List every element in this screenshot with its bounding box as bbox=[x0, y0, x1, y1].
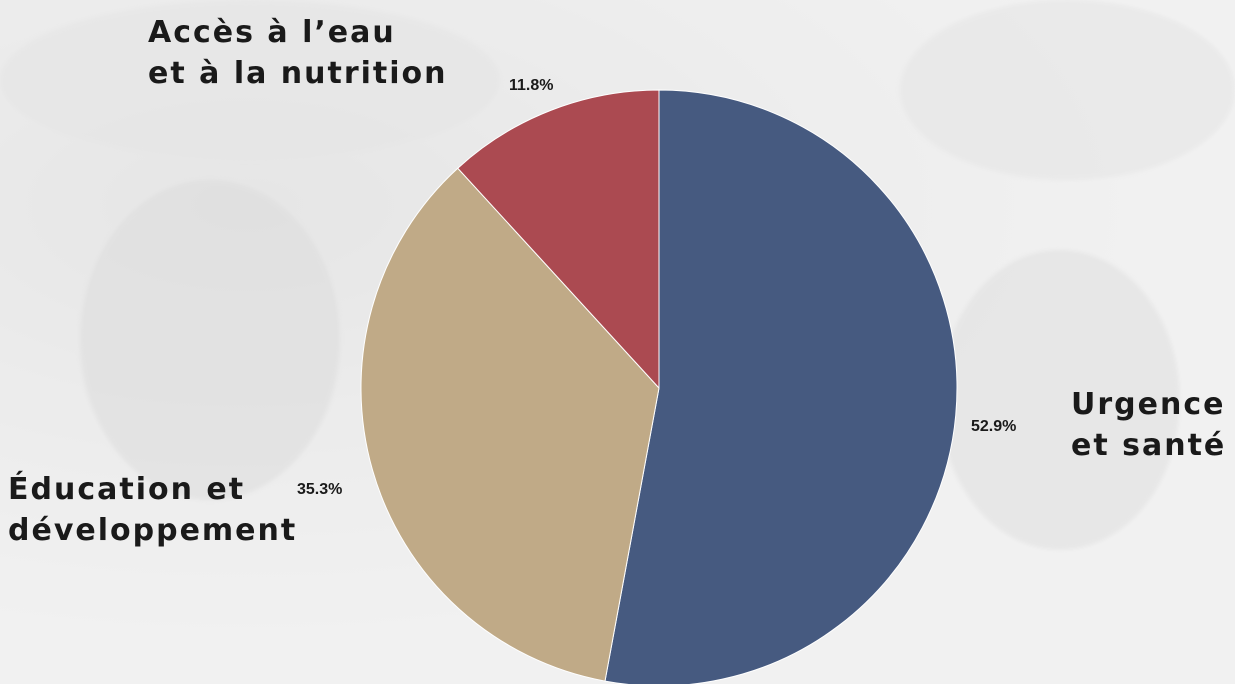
category-label-education: Éducation et développement bbox=[8, 469, 297, 551]
pie-slice-education bbox=[360, 167, 660, 682]
category-label-line: et à la nutrition bbox=[148, 56, 448, 91]
data-label-education: 35.3% bbox=[297, 481, 343, 498]
category-label-line: et santé bbox=[1071, 428, 1227, 463]
category-label-urgence: Urgence et santé bbox=[1071, 384, 1226, 466]
category-label-line: Éducation et bbox=[8, 472, 246, 507]
pie-slice-urgence bbox=[604, 89, 958, 684]
category-label-eau: Accès à l’eau et à la nutrition bbox=[148, 12, 448, 94]
category-label-line: développement bbox=[8, 513, 298, 548]
data-label-urgence: 52.9% bbox=[971, 418, 1017, 435]
category-label-line: Urgence bbox=[1071, 387, 1226, 422]
category-label-line: Accès à l’eau bbox=[148, 15, 396, 50]
pie-slices bbox=[360, 89, 958, 684]
pie-slice-eau bbox=[457, 89, 660, 390]
data-label-eau: 11.8% bbox=[509, 77, 554, 94]
